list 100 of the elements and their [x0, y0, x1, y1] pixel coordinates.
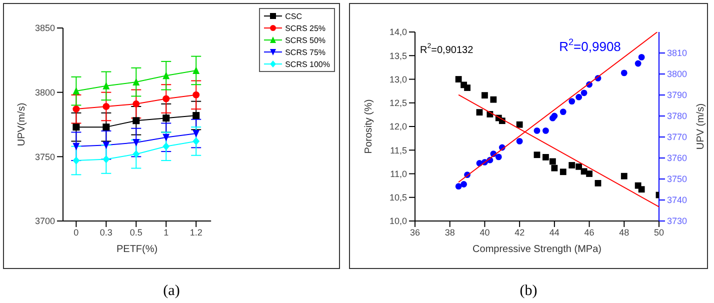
point: [132, 78, 140, 86]
y-tick-label: 12,5: [389, 98, 407, 108]
point: [576, 163, 582, 170]
y-tick-label: 13,0: [389, 74, 407, 84]
x-tick-label: 50: [654, 227, 664, 238]
point: [542, 154, 549, 160]
x-tick-label: 48: [619, 227, 630, 238]
x-tick-label: 42: [514, 227, 525, 238]
point: [162, 142, 170, 150]
point: [620, 70, 628, 76]
point: [476, 109, 483, 116]
point: [482, 92, 488, 99]
point: [162, 95, 170, 102]
point: [455, 76, 462, 82]
y-tick-label: 12,0: [389, 122, 407, 132]
point: [495, 154, 502, 160]
point: [102, 102, 110, 110]
point: [132, 100, 140, 108]
point: [560, 168, 566, 176]
point: [549, 158, 556, 165]
y-tick-label: 13,5: [389, 50, 407, 61]
y-axis-title: Porosity (%): [364, 99, 375, 154]
point: [192, 112, 200, 119]
point: [102, 82, 110, 90]
y-tick-label: 3750: [34, 152, 55, 162]
text: (a): [162, 283, 181, 300]
y-tick-label: 10,0: [389, 216, 407, 226]
y2-tick-label: 3730: [667, 216, 688, 226]
x-tick-label: 44: [549, 227, 560, 238]
x-tick-label: 1: [164, 227, 169, 238]
x-axis-title: Compressive Strength (MPa): [472, 244, 602, 255]
point: [542, 128, 549, 134]
point: [162, 72, 170, 80]
point: [192, 130, 200, 138]
legend-label: SCRS 100%: [285, 60, 330, 68]
point: [534, 128, 540, 134]
point: [72, 124, 80, 131]
point: [580, 90, 588, 96]
x-tick-label: 36: [410, 227, 420, 238]
point: [72, 106, 80, 113]
y2-tick-label: 3790: [667, 90, 688, 100]
point: [102, 142, 110, 150]
point: [634, 60, 642, 67]
point: [551, 164, 558, 172]
y-tick-label: 14,0: [389, 27, 407, 38]
point: [455, 183, 462, 190]
y2-tick-label: 3750: [667, 174, 688, 184]
y-axis-title: UPV(m/s): [16, 102, 28, 146]
y2-axis-title: UPV (m/s): [696, 103, 707, 150]
point: [620, 172, 628, 180]
annotation: R$^{2}$=0,9908: [559, 37, 621, 54]
legend-label: SCRS 50%: [285, 36, 326, 44]
y2-tick-label: 3780: [667, 111, 688, 122]
y2-tick-label: 3760: [667, 153, 688, 164]
y2-tick-label: 3740: [667, 195, 688, 206]
x-tick-label: 0: [74, 227, 79, 238]
point: [638, 186, 645, 193]
point: [586, 170, 592, 177]
point: [192, 66, 200, 74]
legend-label: CSC: [285, 12, 302, 20]
point: [516, 121, 523, 128]
y-tick-label: 11,0: [390, 168, 407, 179]
y-tick-label: 3700: [34, 216, 55, 226]
point: [162, 134, 170, 142]
point: [162, 114, 170, 122]
point: [594, 180, 602, 186]
y2-tick-label: 3800: [667, 69, 688, 80]
point: [192, 137, 200, 146]
point: [102, 124, 110, 131]
y-tick-label: 10,5: [389, 192, 407, 203]
x-axis-title: PETF(%): [116, 244, 158, 255]
point: [132, 117, 140, 124]
x-tick-label: 38: [444, 227, 455, 238]
point: [464, 84, 470, 91]
point: [102, 155, 110, 164]
x-tick-label: 0.3: [100, 227, 112, 238]
point: [560, 108, 566, 115]
point: [568, 98, 576, 104]
point: [72, 156, 80, 165]
point: [192, 91, 200, 98]
y-tick-label: 3850: [34, 23, 55, 34]
point: [490, 96, 497, 103]
legend-label: SCRS 25%: [285, 24, 326, 32]
point: [132, 150, 140, 158]
y-tick-label: 3800: [34, 88, 55, 98]
text: (b): [518, 283, 538, 300]
legend-label: SCRS 75%: [285, 48, 326, 56]
point: [132, 139, 140, 147]
y2-tick-label: 3770: [667, 132, 688, 142]
point: [638, 54, 645, 60]
x-tick-label: 0.5: [130, 227, 142, 238]
y2-tick-label: 3810: [667, 48, 688, 58]
x-tick-label: 46: [584, 227, 594, 238]
point: [72, 87, 80, 95]
annotation: R$^{2}$=0,90132: [420, 43, 474, 56]
point: [72, 142, 80, 150]
point: [516, 138, 523, 144]
x-tick-label: 1.2: [190, 227, 202, 238]
point: [568, 162, 576, 168]
point: [534, 152, 540, 158]
